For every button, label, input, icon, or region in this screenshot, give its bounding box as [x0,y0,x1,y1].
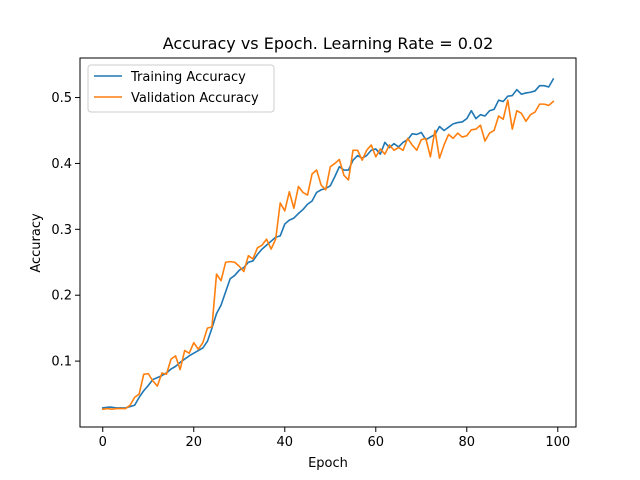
legend-label-2: Validation Accuracy [131,91,259,106]
x-tick-label: 20 [185,435,202,450]
x-tick-label: 40 [276,435,293,450]
y-tick-label: 0.2 [51,289,72,304]
y-tick-label: 0.4 [51,157,72,172]
x-tick-label: 80 [459,435,476,450]
legend-label-1: Training Accuracy [130,70,246,85]
y-axis-label: Accuracy [29,213,44,273]
series-layer [101,77,555,411]
y-tick-label: 0.5 [51,91,72,106]
x-tick-label: 0 [99,435,107,450]
series-line-2 [101,99,555,411]
axes-layer: 0 20 40 60 80 100 0.1 0.2 0.3 0.4 0.5 [51,57,577,450]
x-tick-label: 100 [545,435,570,450]
x-tick-label: 60 [368,435,385,450]
x-axis-label: Epoch [308,456,348,471]
legend-box [87,64,275,113]
plot-frame [79,57,577,428]
y-tick-label: 0.3 [51,223,72,238]
chart-title: Accuracy vs Epoch. Learning Rate = 0.02 [163,34,494,53]
legend: Training Accuracy Validation Accuracy [87,64,275,113]
y-tick-label: 0.1 [51,355,72,370]
